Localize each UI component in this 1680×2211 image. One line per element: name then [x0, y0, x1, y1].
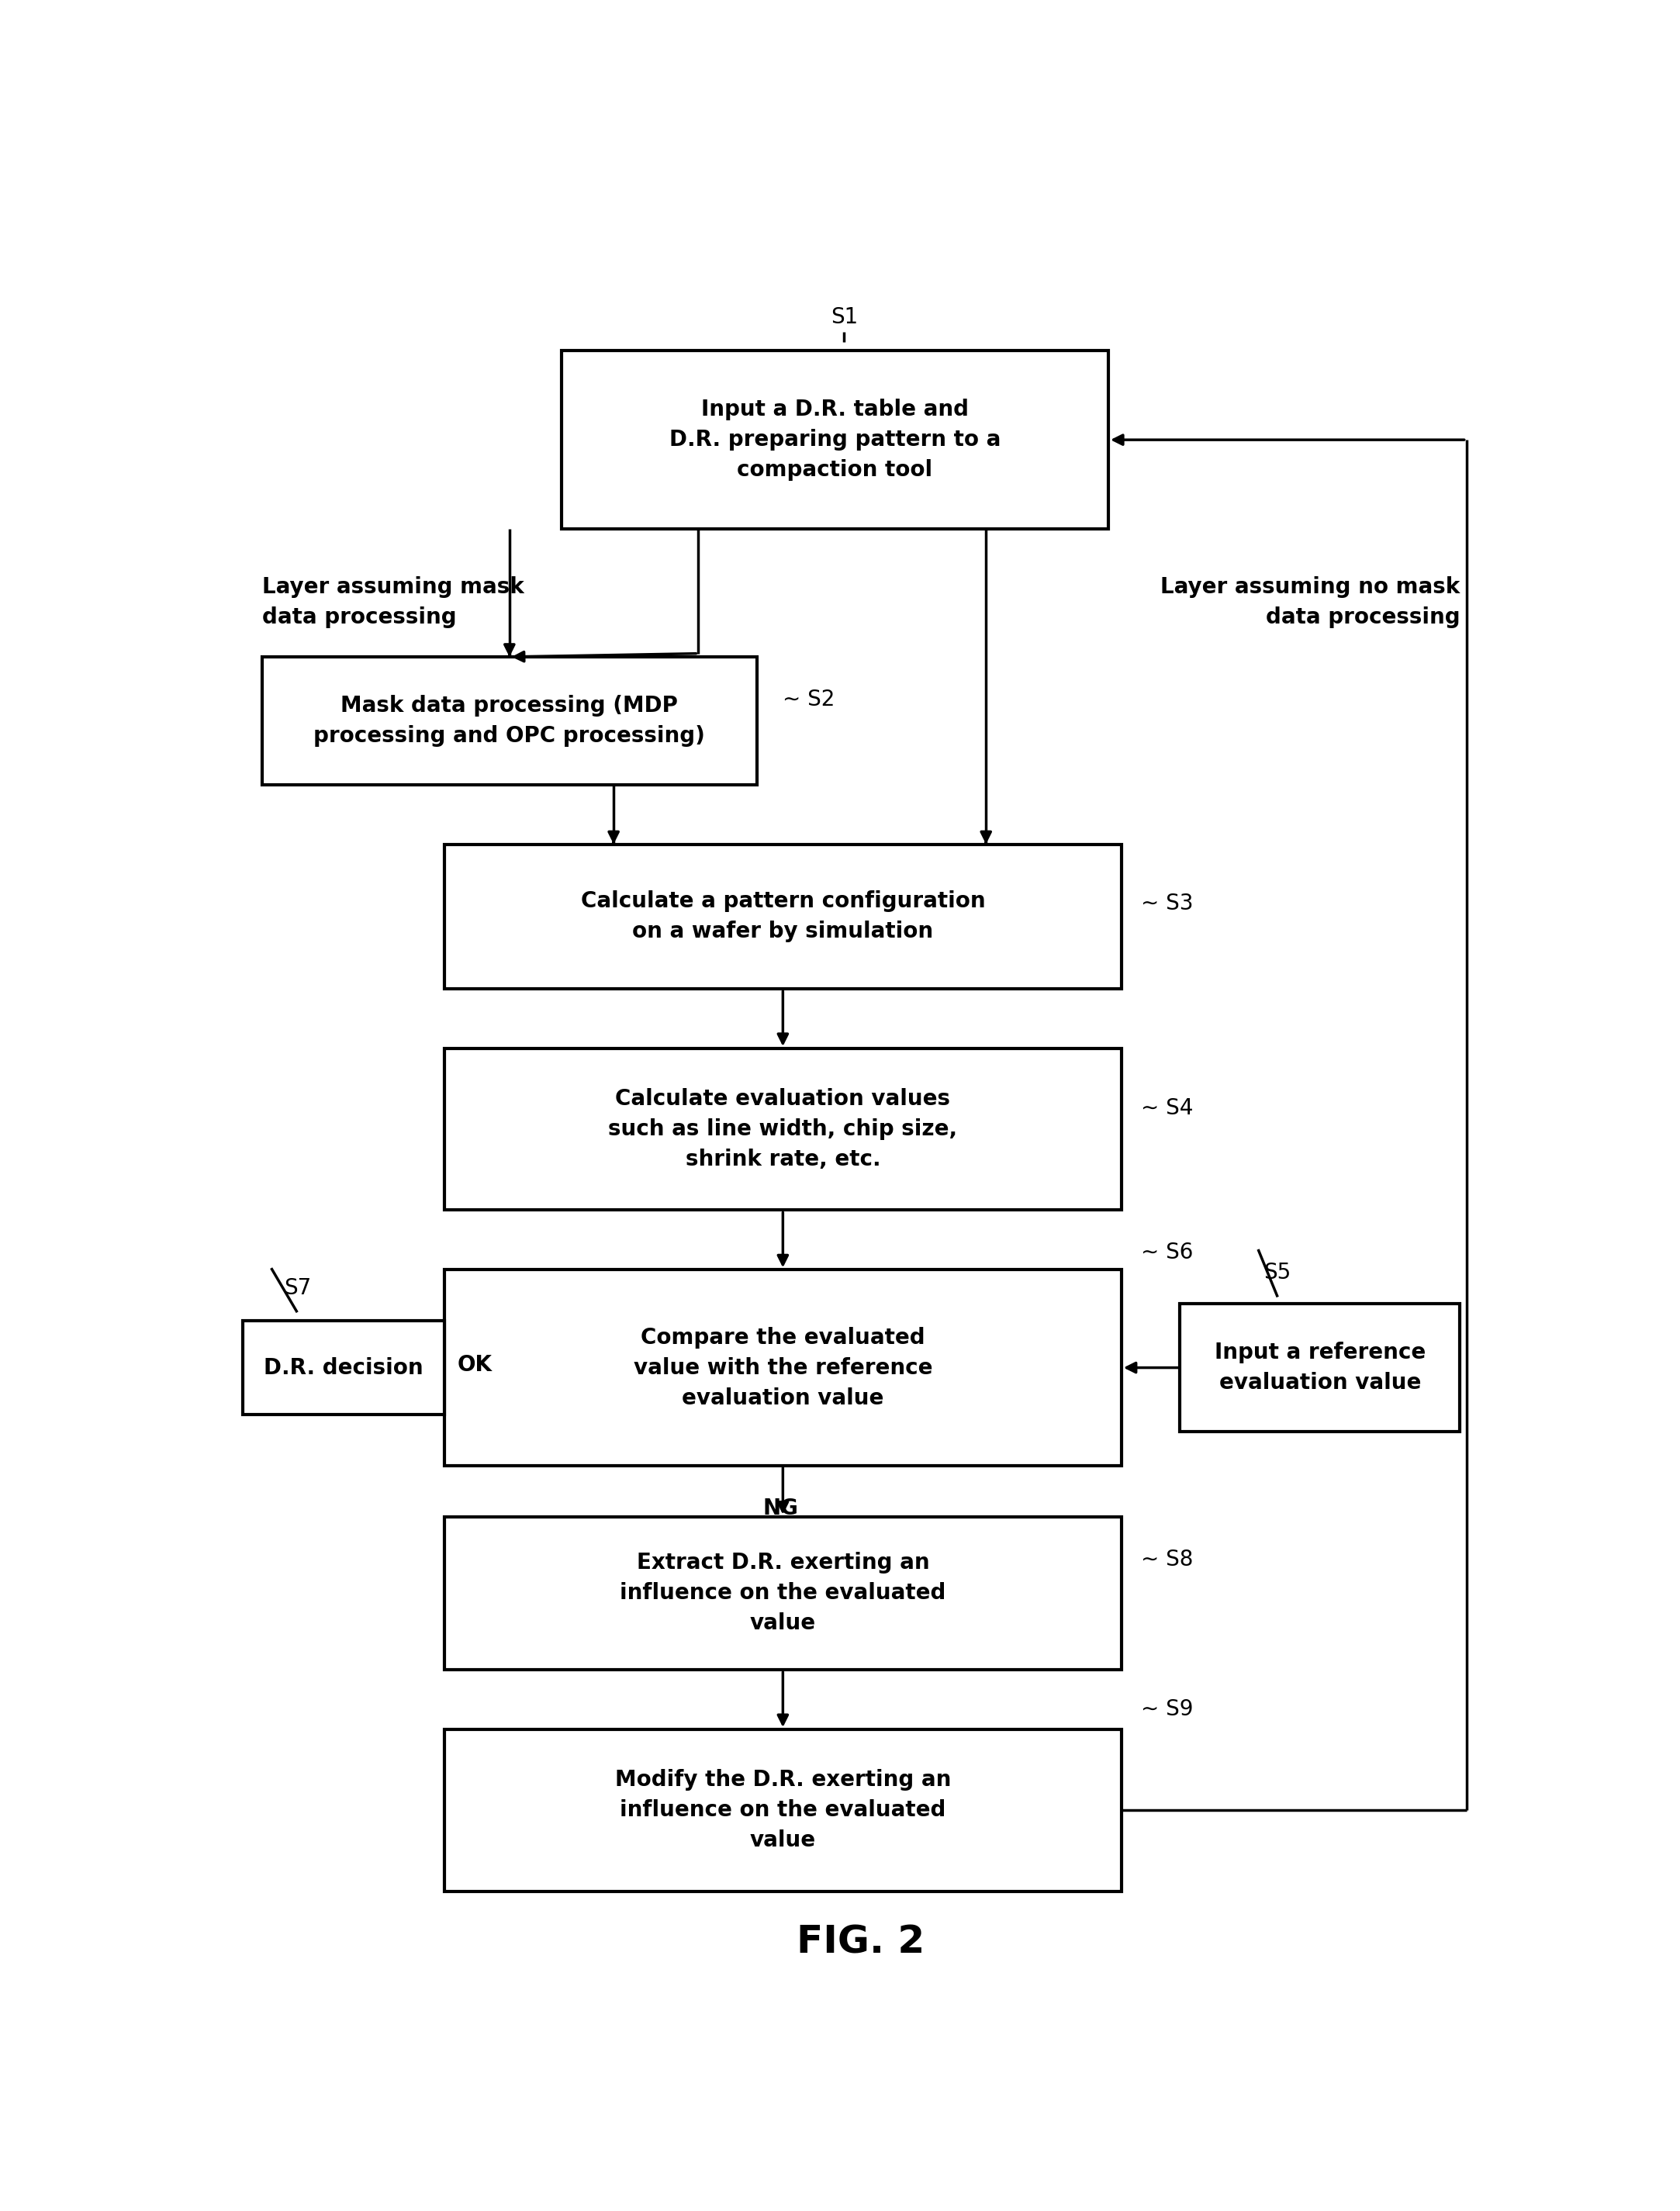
- Text: Extract D.R. exerting an
influence on the evaluated
value: Extract D.R. exerting an influence on th…: [620, 1552, 946, 1634]
- Text: S5: S5: [1263, 1262, 1292, 1282]
- Bar: [262, 657, 758, 785]
- Text: ∼ S9: ∼ S9: [1141, 1698, 1193, 1720]
- Text: Compare the evaluated
value with the reference
evaluation value: Compare the evaluated value with the ref…: [633, 1327, 932, 1408]
- Bar: [444, 1269, 1121, 1466]
- Text: Input a reference
evaluation value: Input a reference evaluation value: [1215, 1342, 1426, 1393]
- Text: Layer assuming mask
data processing: Layer assuming mask data processing: [262, 577, 524, 628]
- Text: ∼ S4: ∼ S4: [1141, 1097, 1193, 1119]
- Bar: [242, 1320, 444, 1415]
- Text: Calculate evaluation values
such as line width, chip size,
shrink rate, etc.: Calculate evaluation values such as line…: [608, 1088, 958, 1170]
- Text: Calculate a pattern configuration
on a wafer by simulation: Calculate a pattern configuration on a w…: [581, 891, 984, 942]
- Text: OK: OK: [457, 1355, 492, 1375]
- Bar: [1179, 1304, 1460, 1431]
- Bar: [444, 845, 1121, 988]
- Text: S1: S1: [830, 307, 858, 327]
- Text: NG: NG: [763, 1497, 798, 1519]
- Text: FIG. 2: FIG. 2: [796, 1924, 926, 1961]
- Text: ∼ S8: ∼ S8: [1141, 1548, 1193, 1570]
- Bar: [561, 349, 1109, 528]
- Text: ∼ S2: ∼ S2: [783, 688, 835, 710]
- Text: Layer assuming no mask
data processing: Layer assuming no mask data processing: [1161, 577, 1460, 628]
- Text: Mask data processing (MDP
processing and OPC processing): Mask data processing (MDP processing and…: [314, 694, 706, 747]
- Text: D.R. decision: D.R. decision: [264, 1358, 423, 1377]
- Text: ∼ S6: ∼ S6: [1141, 1243, 1193, 1265]
- Text: ∼ S3: ∼ S3: [1141, 893, 1193, 915]
- Text: S7: S7: [284, 1278, 311, 1298]
- Bar: [444, 1048, 1121, 1209]
- Bar: [444, 1729, 1121, 1890]
- Text: Input a D.R. table and
D.R. preparing pattern to a
compaction tool: Input a D.R. table and D.R. preparing pa…: [669, 398, 1001, 482]
- Text: Modify the D.R. exerting an
influence on the evaluated
value: Modify the D.R. exerting an influence on…: [615, 1769, 951, 1851]
- Bar: [444, 1517, 1121, 1669]
